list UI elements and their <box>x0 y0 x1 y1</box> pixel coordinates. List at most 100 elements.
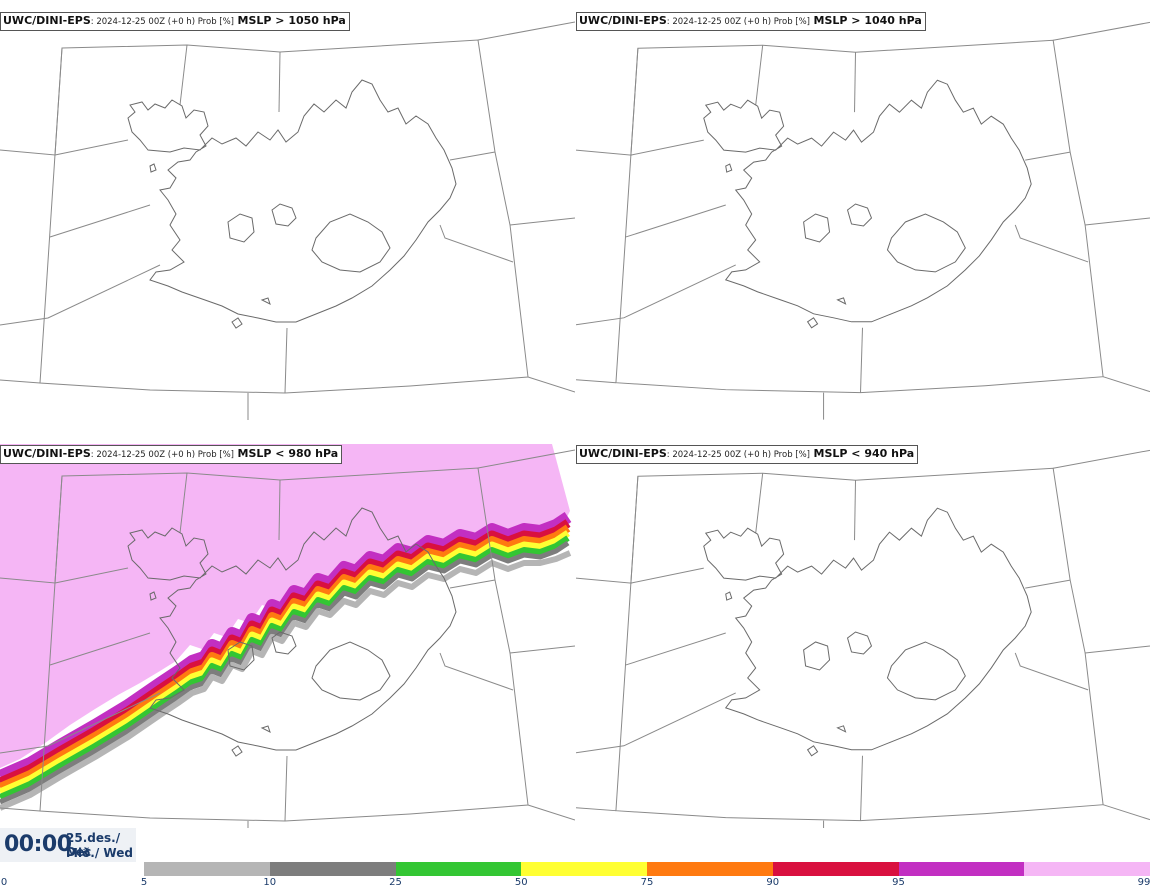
coastline <box>806 317 819 329</box>
grid-line <box>630 567 704 584</box>
grid-line <box>1102 376 1150 393</box>
coastline <box>271 631 297 655</box>
grid-line <box>0 807 41 812</box>
coastline <box>149 591 157 601</box>
coastline <box>846 203 873 227</box>
grid-line <box>179 44 188 106</box>
grid-line <box>0 264 161 326</box>
grid-line <box>1025 151 1071 161</box>
grid-line <box>576 476 639 584</box>
grid-line <box>1102 804 1150 821</box>
colorbar-tick-label: 50 <box>514 877 528 888</box>
coastline <box>703 507 1032 751</box>
grid-line <box>576 264 736 326</box>
coastline <box>127 507 457 751</box>
valid-time-box: 00:00 25.des./ Dec Mið./ Wed <box>0 828 136 862</box>
grid-line <box>278 51 281 113</box>
colorbar-tick-label: 90 <box>766 877 780 888</box>
grid-line <box>576 379 616 384</box>
coastline <box>271 203 297 227</box>
grid-line <box>509 217 575 226</box>
panel-title: UWC/DINI-EPS: 2024-12-25 00Z (+0 h) Prob… <box>0 12 350 31</box>
coastline <box>260 297 271 305</box>
probability-field <box>0 444 572 811</box>
grid-line <box>1014 224 1089 263</box>
grid-line <box>576 692 736 754</box>
grid-line <box>278 479 281 541</box>
grid-line <box>0 379 41 384</box>
coastline <box>886 213 966 273</box>
grid-line <box>755 473 764 534</box>
colorbar-tick-label: 95 <box>892 877 905 888</box>
grid-line <box>449 579 496 589</box>
colorbar-tick-label: 25 <box>389 877 402 888</box>
grid-line <box>39 467 529 822</box>
valid-weekday: Mið./ Wed <box>66 846 133 860</box>
map-panel-bottom-left: UWC/DINI-EPS: 2024-12-25 00Z (+0 h) Prob… <box>0 433 575 828</box>
coastline <box>231 317 243 329</box>
coastline <box>836 297 847 305</box>
colorbar-tick-label: 0 <box>0 877 8 888</box>
colorbar-tick-label: 99 <box>1137 877 1150 888</box>
grid-line <box>615 467 1104 822</box>
colorbar-segment <box>269 862 396 876</box>
map-panel-top-right: UWC/DINI-EPS: 2024-12-25 00Z (+0 h) Prob… <box>576 0 1150 420</box>
coastline <box>127 79 457 323</box>
grid-line <box>755 45 764 106</box>
panel-title: UWC/DINI-EPS: 2024-12-25 00Z (+0 h) Prob… <box>576 445 919 464</box>
colorbar-segment <box>772 862 899 876</box>
grid-line <box>625 204 726 238</box>
grid-line <box>615 39 1104 394</box>
grid-line <box>54 139 129 156</box>
coastline <box>260 725 271 733</box>
grid-line <box>439 224 514 263</box>
grid-line <box>49 632 151 666</box>
map-canvas <box>576 449 1150 828</box>
coastline <box>886 641 966 701</box>
panel-title: UWC/DINI-EPS: 2024-12-25 00Z (+0 h) Prob… <box>0 445 343 464</box>
colorbar-segment <box>521 862 647 876</box>
grid-line <box>576 48 639 156</box>
coastline <box>836 725 847 733</box>
map-canvas <box>576 21 1150 420</box>
coastline <box>149 163 157 173</box>
coastline <box>846 631 873 655</box>
grid-line <box>54 567 129 584</box>
coastline <box>227 213 255 243</box>
colorbar-tick-label: 10 <box>263 877 277 888</box>
grid-line <box>630 139 704 156</box>
coastline <box>227 641 255 671</box>
coastline <box>311 641 391 701</box>
colorbar-segment <box>395 862 522 876</box>
colorbar-segment <box>1024 862 1150 876</box>
probability-colorbar <box>144 862 1150 876</box>
grid-line <box>576 807 616 812</box>
grid-line <box>860 327 863 393</box>
grid-line <box>854 480 857 541</box>
grid-line <box>179 472 188 534</box>
grid-line <box>527 804 575 821</box>
map-panel-bottom-right: UWC/DINI-EPS: 2024-12-25 00Z (+0 h) Prob… <box>576 433 1150 828</box>
grid-line <box>860 755 863 821</box>
map-panel-top-left: UWC/DINI-EPS: 2024-12-25 00Z (+0 h) Prob… <box>0 0 575 420</box>
grid-line <box>854 52 857 113</box>
coastline <box>803 213 831 243</box>
colorbar-tick-label: 5 <box>140 877 148 888</box>
colorbar-segment <box>144 862 270 876</box>
grid-line <box>439 652 514 691</box>
panel-title: UWC/DINI-EPS: 2024-12-25 00Z (+0 h) Prob… <box>576 12 926 31</box>
grid-line <box>0 47 63 156</box>
grid-line <box>1085 645 1150 654</box>
grid-line <box>477 449 575 469</box>
valid-time-clock: 00:00 <box>4 832 72 857</box>
coastline <box>806 745 819 757</box>
grid-line <box>1053 21 1150 41</box>
grid-line <box>1014 652 1089 691</box>
coastline <box>703 79 1032 323</box>
map-canvas <box>0 444 575 828</box>
grid-line <box>1053 449 1150 469</box>
grid-line <box>625 632 726 666</box>
grid-line <box>449 151 496 161</box>
grid-line <box>284 327 288 394</box>
grid-line <box>509 645 575 654</box>
